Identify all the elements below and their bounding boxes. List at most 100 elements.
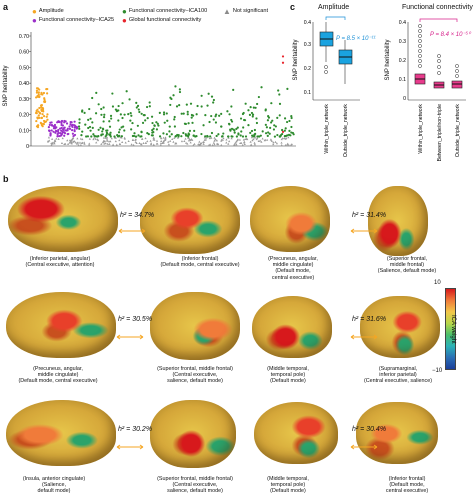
data-point [108, 120, 111, 123]
data-point [189, 102, 193, 105]
data-point [151, 121, 154, 125]
data-point [123, 136, 126, 139]
data-point [146, 117, 149, 120]
data-point [230, 135, 233, 138]
svg-text:Outside_triple_network: Outside_triple_network [343, 104, 349, 157]
data-point [267, 116, 271, 119]
data-point [135, 106, 138, 109]
data-point [281, 55, 285, 58]
data-point [238, 138, 241, 141]
data-point [35, 109, 38, 113]
data-point [220, 125, 223, 128]
data-point [254, 106, 257, 109]
data-point [192, 134, 195, 137]
data-point [87, 126, 90, 130]
data-point [160, 139, 163, 142]
data-point [65, 129, 68, 132]
data-point [72, 136, 75, 139]
data-point [178, 90, 182, 94]
data-point [118, 128, 121, 131]
data-point [59, 131, 62, 135]
data-point [88, 142, 91, 145]
data-point [146, 131, 149, 135]
data-point [111, 92, 114, 95]
data-point [184, 122, 187, 126]
data-point [220, 143, 223, 146]
svg-text:0.2: 0.2 [399, 58, 406, 64]
data-point [92, 138, 95, 141]
data-point [140, 137, 144, 140]
data-point [180, 140, 184, 143]
data-point [71, 123, 74, 126]
y-tick-label: 0.70 [19, 34, 29, 40]
data-point [37, 110, 40, 113]
data-point [129, 112, 132, 115]
data-point [289, 143, 293, 146]
data-point [242, 138, 245, 141]
data-point [241, 135, 245, 138]
data-point [193, 142, 196, 145]
double-arrow-2 [350, 228, 378, 234]
data-point [45, 88, 48, 91]
data-point [62, 127, 65, 130]
data-point [56, 135, 60, 138]
data-point [71, 125, 74, 129]
data-point [274, 125, 277, 128]
data-point [239, 117, 243, 120]
data-point [137, 134, 140, 137]
data-point [243, 142, 246, 145]
data-point [236, 139, 239, 142]
data-point [94, 137, 97, 140]
data-point [135, 101, 138, 105]
data-point [103, 142, 106, 145]
data-point [149, 143, 153, 146]
data-point [50, 142, 53, 145]
data-point [145, 105, 149, 109]
data-point [209, 135, 212, 138]
double-arrow-3 [116, 334, 144, 340]
data-point [73, 124, 76, 127]
data-point [208, 137, 211, 140]
data-point [270, 139, 273, 142]
data-point [214, 138, 217, 141]
data-point [155, 121, 158, 124]
data-point [86, 135, 90, 138]
data-point [221, 138, 224, 141]
data-point [95, 141, 98, 144]
data-point [68, 139, 72, 142]
data-point [165, 112, 168, 115]
data-point [66, 139, 69, 142]
data-point [273, 135, 277, 138]
data-point [105, 138, 109, 141]
legend-amplitude: ● Amplitude [32, 7, 64, 16]
data-point [164, 137, 167, 140]
svg-text:0.2: 0.2 [304, 66, 311, 72]
data-point [199, 142, 202, 145]
legend-global: ● Global functional connectivity [122, 16, 202, 25]
data-point [171, 138, 174, 141]
data-point [129, 119, 132, 122]
data-point [112, 143, 115, 146]
caption-2-right: (Superior frontal, middle frontal) (Salien… [377, 256, 437, 275]
data-point [205, 136, 208, 139]
data-point [269, 138, 273, 141]
data-point [155, 142, 158, 145]
data-point [280, 143, 283, 146]
data-point [106, 136, 109, 139]
data-point [180, 112, 183, 115]
data-point [123, 113, 126, 116]
data-point [214, 121, 218, 124]
data-point [138, 110, 141, 114]
colorbar-title: ICA weight [450, 315, 456, 344]
brain-lateral-1a [8, 186, 118, 252]
data-point [73, 133, 77, 137]
data-point [104, 135, 107, 138]
brain-lateral-4b [360, 296, 440, 358]
data-point [256, 137, 259, 140]
data-point [104, 136, 107, 139]
data-point [264, 132, 268, 135]
h2-label-6: h² = 30.4% [352, 426, 387, 433]
data-point [192, 143, 195, 146]
data-point [170, 133, 173, 136]
data-point [148, 101, 151, 104]
